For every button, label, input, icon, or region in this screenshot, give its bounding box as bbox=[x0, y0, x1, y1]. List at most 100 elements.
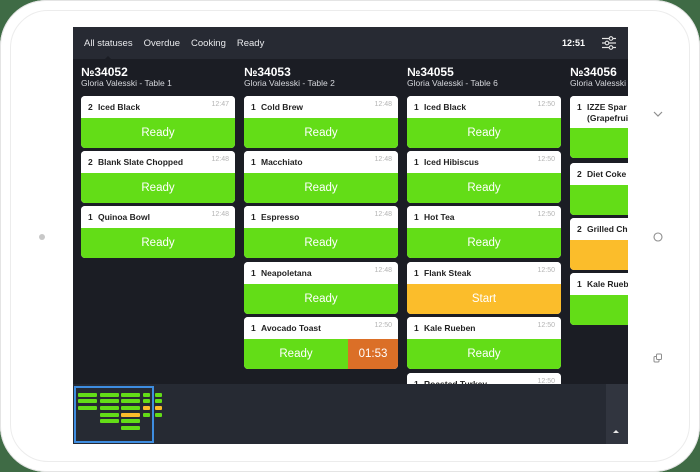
item-name: Iced Black bbox=[424, 102, 467, 112]
item-qty: 1 bbox=[414, 212, 419, 222]
order-item: 1 Cold Brew 12:48 Ready bbox=[244, 96, 398, 148]
item-name: Kale Rueben bbox=[424, 323, 476, 333]
minimap-scroll-track[interactable] bbox=[606, 384, 628, 444]
minimap-cell bbox=[143, 393, 150, 397]
order-number: №34055 bbox=[407, 65, 454, 79]
item-time: 12:50 bbox=[537, 101, 555, 108]
filter-overdue[interactable]: Overdue bbox=[143, 37, 181, 49]
order-subtitle: Gloria Valesski - Table 6 bbox=[407, 78, 498, 88]
ready-button[interactable] bbox=[570, 295, 628, 325]
top-bar: All statuses Overdue Cooking Ready 12:51 bbox=[73, 27, 628, 59]
minimap-cell bbox=[121, 406, 140, 410]
minimap-cell bbox=[100, 406, 119, 410]
item-name: Iced Black bbox=[98, 102, 141, 112]
order-item: 1 Quinoa Bowl 12:48 Ready bbox=[81, 206, 235, 258]
item-name: Kale Rueb bbox=[587, 279, 628, 289]
item-name-line2: (Grapefrui bbox=[587, 113, 628, 123]
item-name: IZZE Spar bbox=[587, 102, 627, 112]
ready-button[interactable]: Ready bbox=[244, 339, 348, 369]
filter-cooking[interactable]: Cooking bbox=[191, 37, 226, 49]
minimap-cell bbox=[155, 393, 162, 397]
item-qty: 1 bbox=[251, 323, 256, 333]
item-qty: 2 bbox=[88, 102, 93, 112]
ready-button[interactable] bbox=[570, 185, 628, 215]
order-number: №34052 bbox=[81, 65, 128, 79]
order-item: 1 IZZE Spar (Grapefrui bbox=[570, 96, 628, 158]
item-qty: 1 bbox=[251, 102, 256, 112]
ready-button[interactable]: Ready bbox=[407, 118, 561, 148]
minimap-cell bbox=[100, 413, 119, 417]
item-time: 12:50 bbox=[537, 322, 555, 329]
item-qty: 1 bbox=[414, 268, 419, 278]
order-item: 1 Kale Rueb bbox=[570, 273, 628, 325]
order-item: 1 Avocado Toast 12:50 Ready 01:53 bbox=[244, 317, 398, 369]
ready-button[interactable]: Ready bbox=[407, 228, 561, 258]
camera-icon bbox=[39, 234, 45, 240]
minimap-cell bbox=[155, 399, 162, 403]
scroll-up-arrow-icon[interactable] bbox=[613, 430, 619, 433]
ready-button[interactable]: Ready bbox=[81, 228, 235, 258]
sliders-icon[interactable] bbox=[601, 35, 617, 51]
minimap-cell bbox=[121, 419, 140, 423]
item-time: 12:50 bbox=[374, 322, 392, 329]
start-button[interactable]: Start bbox=[407, 284, 561, 314]
item-qty: 2 bbox=[577, 224, 582, 234]
item-name: Neapoletana bbox=[261, 268, 312, 278]
item-name: Quinoa Bowl bbox=[98, 212, 150, 222]
filter-ready[interactable]: Ready bbox=[236, 37, 265, 49]
order-subtitle: Gloria Valesski - Table 1 bbox=[81, 78, 172, 88]
item-time: 12:48 bbox=[374, 267, 392, 274]
minimap-viewport[interactable] bbox=[74, 386, 154, 443]
item-qty: 1 bbox=[577, 102, 582, 112]
item-time: 12:50 bbox=[537, 267, 555, 274]
minimap[interactable] bbox=[73, 384, 628, 444]
item-name: Diet Coke bbox=[587, 169, 627, 179]
item-qty: 1 bbox=[251, 212, 256, 222]
item-name: Blank Slate Chopped bbox=[98, 157, 184, 167]
home-circle-icon[interactable] bbox=[648, 227, 668, 247]
order-item: 1 Kale Rueben 12:50 Ready bbox=[407, 317, 561, 369]
ready-button[interactable]: Ready bbox=[81, 118, 235, 148]
item-name: Cold Brew bbox=[261, 102, 304, 112]
item-time: 12:48 bbox=[211, 156, 229, 163]
order-number: №34056 bbox=[570, 65, 617, 79]
item-time: 12:50 bbox=[537, 211, 555, 218]
minimap-cell bbox=[78, 406, 97, 410]
order-item: 2 Diet Coke bbox=[570, 163, 628, 215]
ready-button[interactable] bbox=[570, 128, 628, 158]
item-qty: 1 bbox=[414, 102, 419, 112]
order-item: 2 Grilled Ch bbox=[570, 218, 628, 270]
filter-all-statuses[interactable]: All statuses bbox=[84, 37, 133, 49]
minimap-cell bbox=[100, 399, 119, 403]
order-item: 1 Espresso 12:48 Ready bbox=[244, 206, 398, 258]
minimap-cell bbox=[143, 413, 150, 417]
overdue-timer: 01:53 bbox=[348, 339, 398, 369]
ready-button[interactable]: Ready bbox=[244, 228, 398, 258]
ready-button[interactable]: Ready bbox=[407, 173, 561, 203]
ready-button[interactable]: Ready bbox=[81, 173, 235, 203]
order-subtitle: Gloria Valesski - Table 2 bbox=[244, 78, 335, 88]
ready-button[interactable]: Ready bbox=[244, 284, 398, 314]
item-name: Grilled Ch bbox=[587, 224, 628, 234]
item-qty: 1 bbox=[251, 268, 256, 278]
order-item: 2 Blank Slate Chopped 12:48 Ready bbox=[81, 151, 235, 203]
chevron-down-icon[interactable] bbox=[648, 104, 668, 124]
item-name: Hot Tea bbox=[424, 212, 455, 222]
ready-button[interactable]: Ready bbox=[244, 173, 398, 203]
item-time: 12:48 bbox=[374, 211, 392, 218]
item-time: 12:48 bbox=[211, 211, 229, 218]
kitchen-display-screen: All statuses Overdue Cooking Ready 12:51… bbox=[73, 27, 628, 444]
item-time: 12:50 bbox=[537, 378, 555, 385]
recent-apps-icon[interactable] bbox=[648, 348, 668, 368]
minimap-cell bbox=[121, 426, 140, 430]
item-name: Avocado Toast bbox=[261, 323, 321, 333]
start-button[interactable] bbox=[570, 240, 628, 270]
minimap-cell bbox=[155, 406, 162, 410]
item-time: 12:48 bbox=[374, 156, 392, 163]
tablet-bezel bbox=[10, 10, 690, 462]
item-qty: 1 bbox=[88, 212, 93, 222]
ready-button[interactable]: Ready bbox=[407, 339, 561, 369]
item-qty: 1 bbox=[251, 157, 256, 167]
order-item: 1 Neapoletana 12:48 Ready bbox=[244, 262, 398, 314]
ready-button[interactable]: Ready bbox=[244, 118, 398, 148]
